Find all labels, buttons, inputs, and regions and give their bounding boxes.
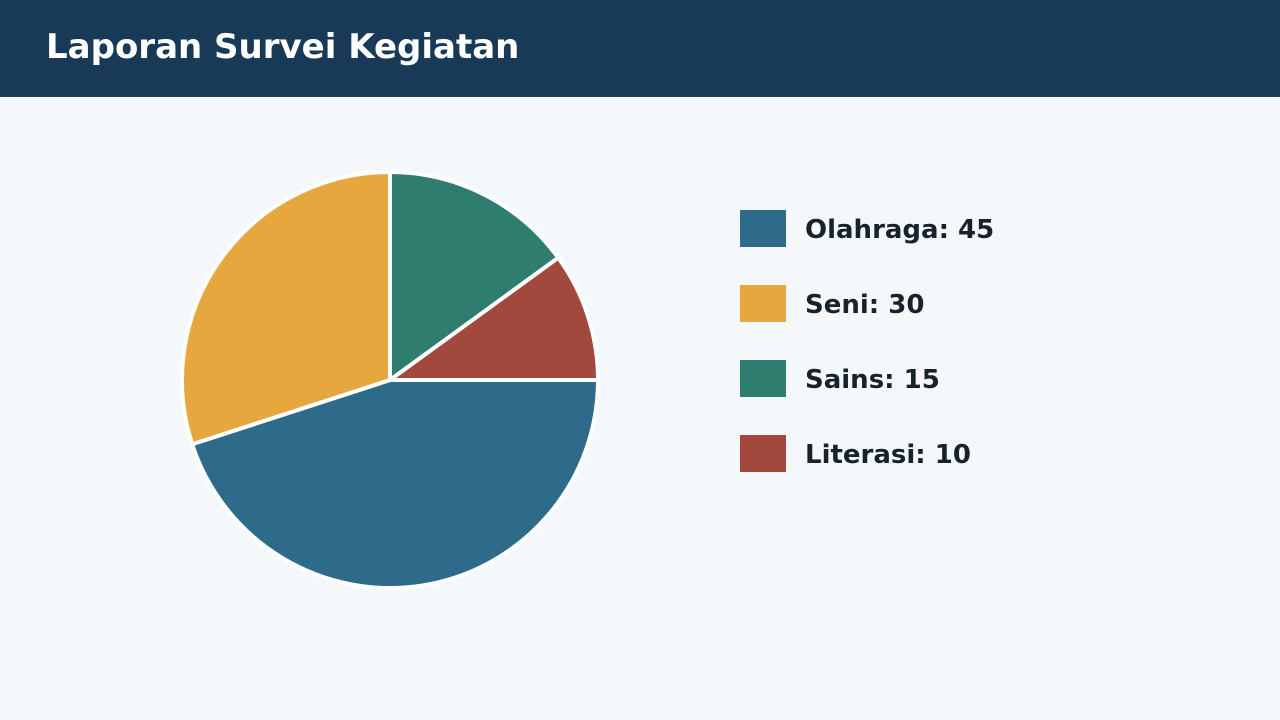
legend-label-seni: Seni: 30 [805, 290, 924, 320]
legend-swatch-seni [740, 285, 786, 322]
pie-slice-seni [180, 170, 392, 447]
header-bar: Laporan Survei Kegiatan [0, 0, 1280, 97]
legend-swatch-sains [740, 360, 786, 397]
chart-legend: Olahraga: 45 Seni: 30 Sains: 15 Literasi: 1… [740, 210, 994, 472]
legend-label-sains: Sains: 15 [805, 365, 940, 395]
legend-swatch-olahraga [740, 210, 786, 247]
page-title: Laporan Survei Kegiatan [46, 27, 520, 67]
pie-slice-olahraga [190, 378, 600, 590]
pie-chart: Olahraga: 45 Seni: 30 Sains: 15 Literasi: 1… [180, 170, 994, 590]
legend-label-olahraga: Olahraga: 45 [805, 215, 994, 245]
legend-swatch-literasi [740, 435, 786, 472]
pie-slices [180, 170, 600, 590]
pie-slice-literasi [388, 255, 600, 382]
legend-label-literasi: Literasi: 10 [805, 440, 971, 470]
pie-slice-sains [388, 170, 561, 382]
